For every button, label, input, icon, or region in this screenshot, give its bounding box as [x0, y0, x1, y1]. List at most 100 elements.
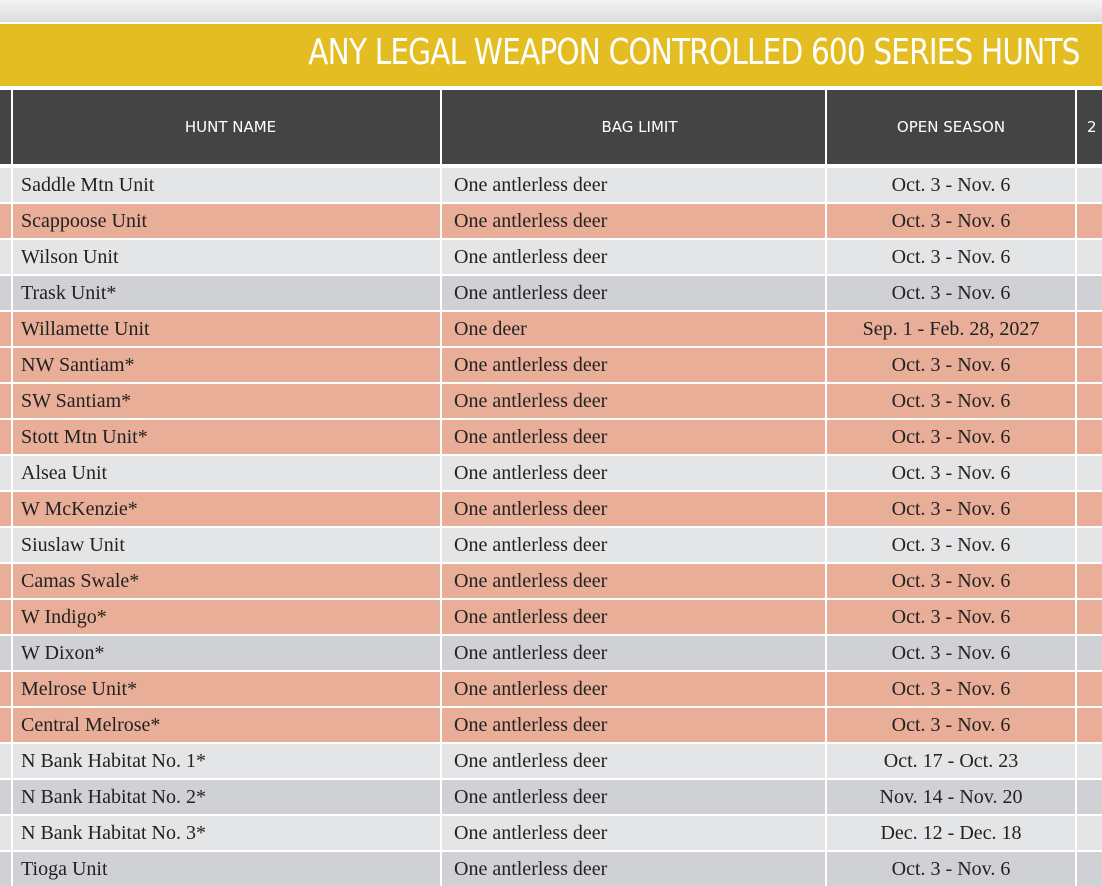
table-cell: Oct. 3 - Nov. 6 — [827, 528, 1075, 562]
table-cell — [1077, 672, 1102, 706]
table-cell: Oct. 3 - Nov. 6 — [827, 708, 1075, 742]
table-cell: N Bank Habitat No. 3* — [13, 816, 440, 850]
table-cell — [0, 456, 11, 490]
table-row: Tioga Unit One antlerless deer Oct. 3 - No… — [0, 852, 1102, 886]
table-cell: One antlerless deer — [442, 528, 825, 562]
table-row: Wilson Unit One antlerless deer Oct. 3 - N… — [0, 240, 1102, 274]
table-cell: One antlerless deer — [442, 420, 825, 454]
header-cell: HUNT NAME — [13, 90, 440, 164]
table-cell — [1077, 348, 1102, 382]
header-cell: OPEN SEASON — [827, 90, 1075, 164]
table-cell: Oct. 3 - Nov. 6 — [827, 852, 1075, 886]
table-cell — [0, 816, 11, 850]
table-cell — [0, 528, 11, 562]
table-cell — [0, 240, 11, 274]
table-cell: Trask Unit* — [13, 276, 440, 310]
table-row: Saddle Mtn Unit One antlerless deer Oct. 3… — [0, 168, 1102, 202]
banner: ANY LEGAL WEAPON CONTROLLED 600 SERIES H… — [0, 24, 1102, 86]
table-cell — [1077, 816, 1102, 850]
table-row: Willamette Unit One deer Sep. 1 - Feb. 28,… — [0, 312, 1102, 346]
table-row: NW Santiam* One antlerless deer Oct. 3 - N… — [0, 348, 1102, 382]
table-cell: Oct. 3 - Nov. 6 — [827, 672, 1075, 706]
table-cell — [1077, 492, 1102, 526]
table-cell: Oct. 3 - Nov. 6 — [827, 168, 1075, 202]
table-cell: One antlerless deer — [442, 276, 825, 310]
table-row: W McKenzie* One antlerless deer Oct. 3 - N… — [0, 492, 1102, 526]
table-cell — [0, 564, 11, 598]
table-row: Siuslaw Unit One antlerless deer Oct. 3 - … — [0, 528, 1102, 562]
table-cell: One antlerless deer — [442, 384, 825, 418]
table-row: N Bank Habitat No. 1* One antlerless deer… — [0, 744, 1102, 778]
table-row: N Bank Habitat No. 3* One antlerless deer… — [0, 816, 1102, 850]
table-cell — [1077, 456, 1102, 490]
table-cell — [0, 420, 11, 454]
table-cell: Oct. 3 - Nov. 6 — [827, 240, 1075, 274]
table-cell — [1077, 384, 1102, 418]
table-cell: One antlerless deer — [442, 780, 825, 814]
table-cell: Dec. 12 - Dec. 18 — [827, 816, 1075, 850]
table-cell: W McKenzie* — [13, 492, 440, 526]
table-cell: W Indigo* — [13, 600, 440, 634]
table-cell: Oct. 3 - Nov. 6 — [827, 384, 1075, 418]
table-cell: Camas Swale* — [13, 564, 440, 598]
table-row: Trask Unit* One antlerless deer Oct. 3 - N… — [0, 276, 1102, 310]
table-cell — [1077, 744, 1102, 778]
table-cell — [1077, 312, 1102, 346]
table-cell — [1077, 168, 1102, 202]
table-cell — [1077, 852, 1102, 886]
table-cell: Nov. 14 - Nov. 20 — [827, 780, 1075, 814]
table-cell: Oct. 3 - Nov. 6 — [827, 456, 1075, 490]
table-cell: One antlerless deer — [442, 564, 825, 598]
table-cell — [1077, 204, 1102, 238]
table-cell — [0, 708, 11, 742]
table-row: Melrose Unit* One antlerless deer Oct. 3 -… — [0, 672, 1102, 706]
table-row: Central Melrose* One antlerless deer Oct. … — [0, 708, 1102, 742]
table-row: Scappoose Unit One antlerless deer Oct. 3 … — [0, 204, 1102, 238]
table-cell: One antlerless deer — [442, 600, 825, 634]
table-cell: Oct. 17 - Oct. 23 — [827, 744, 1075, 778]
table-cell: One antlerless deer — [442, 492, 825, 526]
table-cell: Central Melrose* — [13, 708, 440, 742]
table-cell — [0, 636, 11, 670]
table-cell: One antlerless deer — [442, 456, 825, 490]
title: ANY LEGAL WEAPON CONTROLLED 600 SERIES H… — [308, 32, 1081, 73]
table-cell — [1077, 780, 1102, 814]
table-cell — [0, 312, 11, 346]
table-cell: One antlerless deer — [442, 204, 825, 238]
table-cell — [0, 852, 11, 886]
table-cell: Stott Mtn Unit* — [13, 420, 440, 454]
table-cell: Oct. 3 - Nov. 6 — [827, 636, 1075, 670]
table-cell: Scappoose Unit — [13, 204, 440, 238]
table-cell: One antlerless deer — [442, 744, 825, 778]
header-cell — [0, 90, 11, 164]
table-cell: Saddle Mtn Unit — [13, 168, 440, 202]
table-cell: One antlerless deer — [442, 672, 825, 706]
table-cell: Wilson Unit — [13, 240, 440, 274]
table-row: SW Santiam* One antlerless deer Oct. 3 - N… — [0, 384, 1102, 418]
table-cell — [1077, 708, 1102, 742]
table-row: Alsea Unit One antlerless deer Oct. 3 - No… — [0, 456, 1102, 490]
table-cell: Alsea Unit — [13, 456, 440, 490]
table-cell: One antlerless deer — [442, 348, 825, 382]
table-cell — [0, 168, 11, 202]
table-row: Stott Mtn Unit* One antlerless deer Oct. 3… — [0, 420, 1102, 454]
table-row: W Indigo* One antlerless deer Oct. 3 - Nov… — [0, 600, 1102, 634]
table-cell: N Bank Habitat No. 1* — [13, 744, 440, 778]
table-cell: One antlerless deer — [442, 708, 825, 742]
table-cell — [0, 600, 11, 634]
table-cell — [1077, 240, 1102, 274]
table-cell: One antlerless deer — [442, 168, 825, 202]
table-cell: W Dixon* — [13, 636, 440, 670]
table-cell — [0, 204, 11, 238]
table-cell — [1077, 564, 1102, 598]
table-cell: Tioga Unit — [13, 852, 440, 886]
table-cell: Oct. 3 - Nov. 6 — [827, 276, 1075, 310]
table-cell: Willamette Unit — [13, 312, 440, 346]
table-row: Camas Swale* One antlerless deer Oct. 3 - … — [0, 564, 1102, 598]
table-cell — [1077, 636, 1102, 670]
table-cell: One antlerless deer — [442, 636, 825, 670]
table-cell: Oct. 3 - Nov. 6 — [827, 348, 1075, 382]
table-cell: One deer — [442, 312, 825, 346]
header-row: HUNT NAME BAG LIMIT OPEN SEASON 2 — [0, 90, 1102, 164]
table-cell — [0, 492, 11, 526]
